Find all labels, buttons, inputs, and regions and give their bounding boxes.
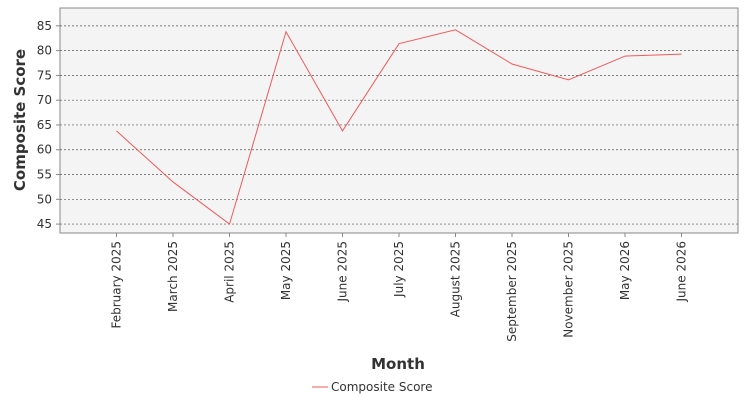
x-tick-label: May 2026 <box>618 241 632 300</box>
y-tick-label: 60 <box>37 143 52 157</box>
x-axis-title: Month <box>371 355 425 373</box>
x-tick-label: May 2025 <box>279 241 293 300</box>
x-tick-label: August 2025 <box>449 241 463 317</box>
x-tick-label: September 2025 <box>505 241 519 342</box>
y-tick-label: 55 <box>37 168 52 182</box>
plot-area <box>59 7 739 234</box>
x-tick-label: July 2025 <box>392 241 406 298</box>
y-axis-title: Composite Score <box>11 49 29 191</box>
x-tick-label: June 2025 <box>336 241 350 303</box>
y-tick-label: 75 <box>37 68 52 82</box>
x-tick-label: April 2025 <box>223 241 237 303</box>
y-tick-label: 50 <box>37 192 52 206</box>
y-tick-label: 65 <box>37 118 52 132</box>
y-tick-label: 70 <box>37 93 52 107</box>
x-tick-label: February 2025 <box>110 241 124 329</box>
line <box>116 29 682 225</box>
y-tick-label: 85 <box>37 19 52 33</box>
legend-label: Composite Score <box>331 380 432 394</box>
x-tick-label: June 2026 <box>675 241 689 303</box>
x-tick-label: March 2025 <box>166 241 180 312</box>
x-tick-label: November 2025 <box>562 241 576 338</box>
y-tick-label: 45 <box>37 217 52 231</box>
y-tick-label: 80 <box>37 44 52 58</box>
